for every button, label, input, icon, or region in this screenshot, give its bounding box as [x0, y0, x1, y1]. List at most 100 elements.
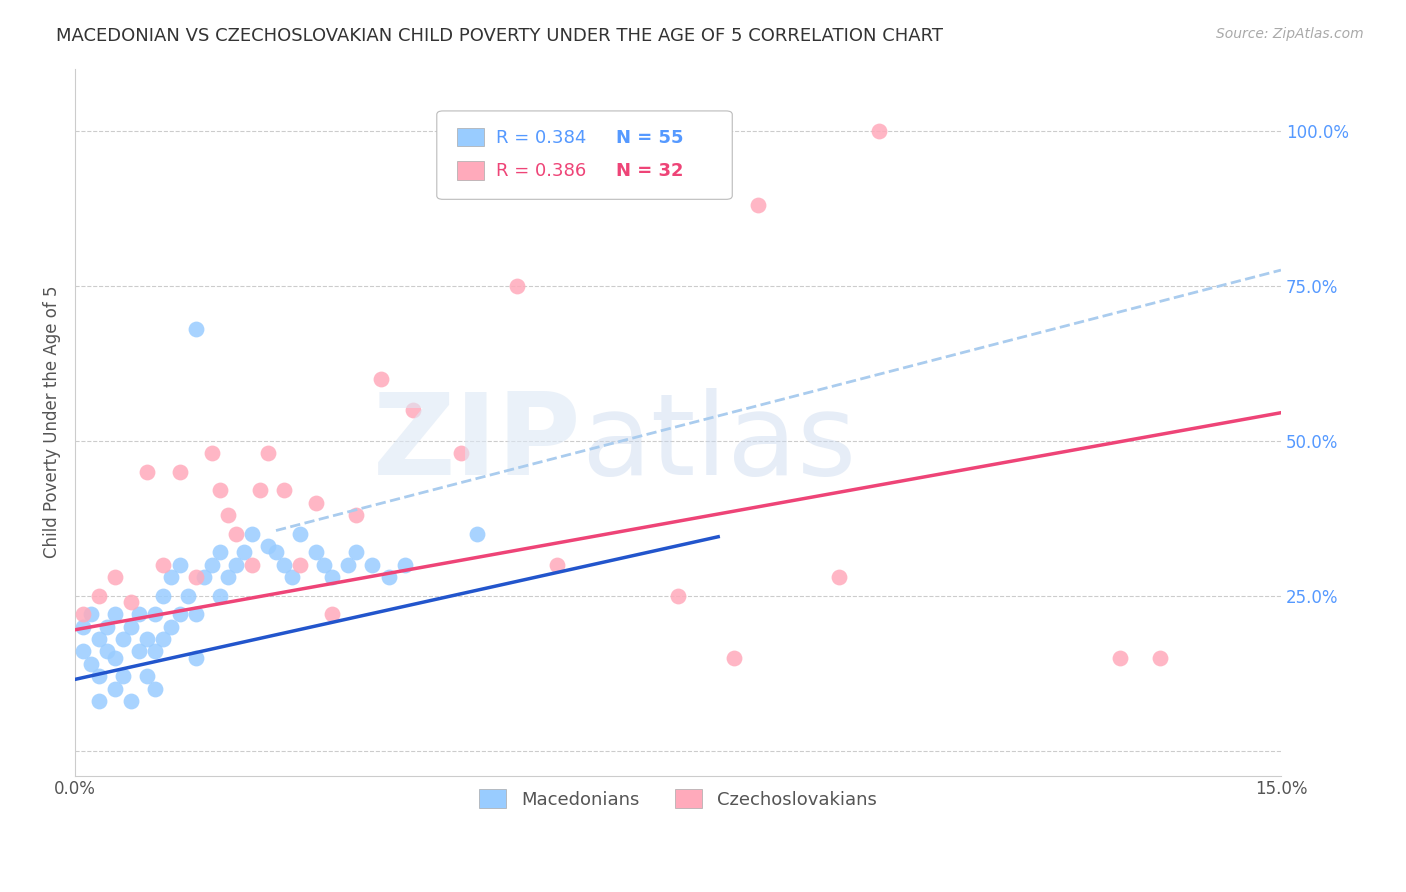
Text: ZIP: ZIP [373, 388, 582, 499]
Point [240, 558, 263, 572]
Point [344, 508, 367, 522]
Point [201, 558, 224, 572]
Point [104, 607, 127, 622]
Point [377, 570, 399, 584]
Point [450, 446, 472, 460]
Point [257, 446, 280, 460]
Point [281, 570, 304, 584]
Point [104, 650, 127, 665]
Point [136, 669, 159, 683]
Point [546, 558, 568, 572]
Point [321, 570, 343, 584]
Point [120, 620, 142, 634]
Point [80, 657, 103, 671]
Point [217, 508, 239, 522]
Point [169, 558, 191, 572]
Point [169, 607, 191, 622]
Point [184, 650, 207, 665]
Text: R = 0.384: R = 0.384 [496, 128, 586, 147]
Point [273, 483, 295, 498]
FancyBboxPatch shape [457, 161, 484, 179]
Point [96, 644, 118, 658]
Text: atlas: atlas [582, 388, 856, 499]
Point [80, 607, 103, 622]
Point [193, 570, 215, 584]
Point [89, 632, 111, 646]
Point [176, 589, 198, 603]
FancyBboxPatch shape [457, 128, 484, 146]
Point [208, 589, 231, 603]
FancyBboxPatch shape [437, 111, 733, 199]
Legend: Macedonians, Czechoslovakians: Macedonians, Czechoslovakians [472, 782, 884, 816]
Point [257, 539, 280, 553]
Point [128, 644, 150, 658]
Point [1149, 650, 1171, 665]
Point [120, 694, 142, 708]
Point [72, 607, 94, 622]
Point [361, 558, 384, 572]
Point [128, 607, 150, 622]
Point [225, 558, 247, 572]
Point [152, 589, 174, 603]
Text: R = 0.386: R = 0.386 [496, 162, 586, 180]
Point [314, 558, 336, 572]
Point [72, 644, 94, 658]
Point [666, 589, 689, 603]
Text: N = 55: N = 55 [616, 128, 683, 147]
Point [160, 620, 183, 634]
Point [89, 669, 111, 683]
Point [1109, 650, 1132, 665]
Point [89, 694, 111, 708]
Point [72, 620, 94, 634]
Point [394, 558, 416, 572]
Point [145, 607, 167, 622]
Text: N = 32: N = 32 [616, 162, 683, 180]
Point [208, 545, 231, 559]
Point [136, 632, 159, 646]
Point [465, 526, 488, 541]
Point [184, 322, 207, 336]
Point [264, 545, 287, 559]
Point [273, 558, 295, 572]
Point [169, 465, 191, 479]
Point [225, 526, 247, 541]
Point [145, 681, 167, 696]
Point [868, 123, 890, 137]
Point [305, 545, 328, 559]
Point [96, 620, 118, 634]
Point [136, 465, 159, 479]
Point [828, 570, 851, 584]
Point [145, 644, 167, 658]
Point [217, 570, 239, 584]
Point [184, 607, 207, 622]
Text: Source: ZipAtlas.com: Source: ZipAtlas.com [1216, 27, 1364, 41]
Point [160, 570, 183, 584]
Point [184, 570, 207, 584]
Point [506, 278, 529, 293]
Point [402, 402, 425, 417]
Point [288, 558, 311, 572]
Point [305, 495, 328, 509]
Point [232, 545, 254, 559]
Text: MACEDONIAN VS CZECHOSLOVAKIAN CHILD POVERTY UNDER THE AGE OF 5 CORRELATION CHART: MACEDONIAN VS CZECHOSLOVAKIAN CHILD POVE… [56, 27, 943, 45]
Y-axis label: Child Poverty Under the Age of 5: Child Poverty Under the Age of 5 [44, 285, 60, 558]
Point [152, 558, 174, 572]
Point [112, 669, 135, 683]
Point [112, 632, 135, 646]
Point [249, 483, 271, 498]
Point [120, 595, 142, 609]
Point [201, 446, 224, 460]
Point [344, 545, 367, 559]
Point [723, 650, 745, 665]
Point [240, 526, 263, 541]
Point [104, 681, 127, 696]
Point [288, 526, 311, 541]
Point [370, 371, 392, 385]
Point [89, 589, 111, 603]
Point [208, 483, 231, 498]
Point [104, 570, 127, 584]
Point [337, 558, 360, 572]
Point [747, 198, 769, 212]
Point [152, 632, 174, 646]
Point [321, 607, 343, 622]
